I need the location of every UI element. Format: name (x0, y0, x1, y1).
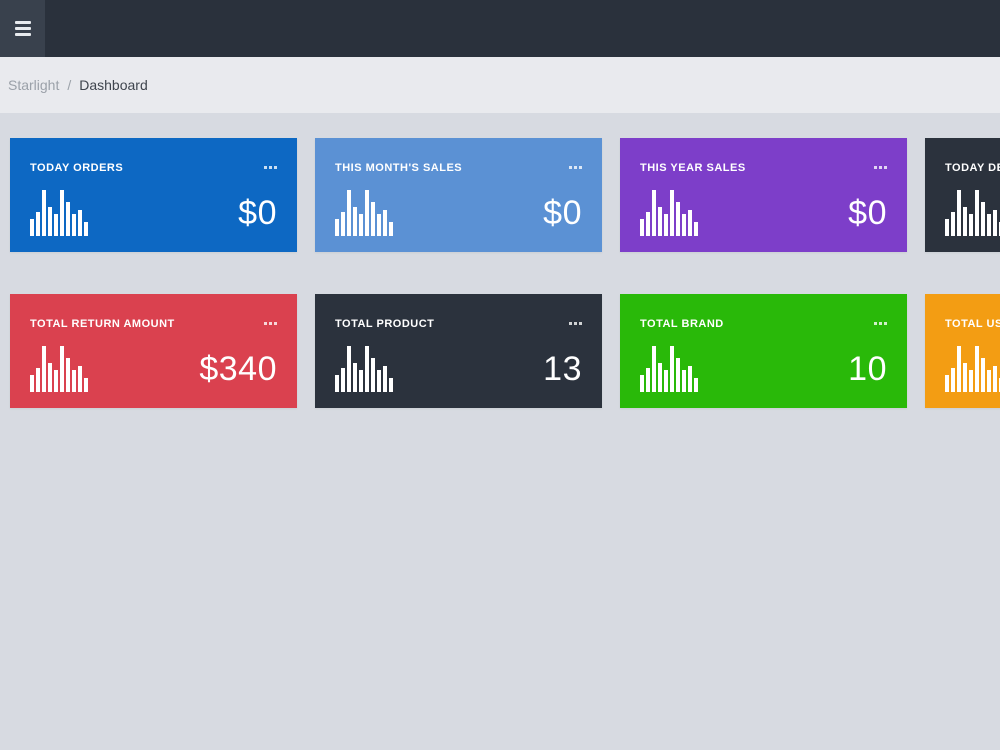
breadcrumb-current-dashboard: Dashboard (79, 77, 148, 93)
ellipsis-menu-button[interactable] (569, 158, 582, 173)
ellipsis-icon (569, 322, 572, 325)
stat-card: THIS YEAR SALES $0 (620, 138, 907, 252)
card-value: 13 (543, 350, 582, 388)
hamburger-menu-button[interactable] (0, 0, 45, 57)
bar-chart-icon (335, 346, 393, 392)
bar-chart-icon (945, 346, 1000, 392)
ellipsis-menu-button[interactable] (874, 158, 887, 173)
ellipsis-icon (874, 166, 877, 169)
ellipsis-menu-button[interactable] (264, 314, 277, 329)
bar-chart-icon (335, 190, 393, 236)
bar-chart-icon (945, 190, 1000, 236)
card-value: $0 (848, 194, 887, 232)
ellipsis-menu-button[interactable] (874, 314, 887, 329)
ellipsis-icon (264, 322, 267, 325)
breadcrumb: Starlight / Dashboard (0, 57, 1000, 113)
hamburger-icon (14, 21, 31, 24)
card-title: TOTAL BRAND (640, 318, 724, 330)
card-title: THIS MONTH'S SALES (335, 162, 463, 174)
stat-card: TODAY DEL (925, 138, 1000, 252)
card-value: 10 (848, 350, 887, 388)
card-value: $340 (199, 350, 277, 388)
ellipsis-menu-button[interactable] (569, 314, 582, 329)
card-title: TOTAL RETURN AMOUNT (30, 318, 175, 330)
bar-chart-icon (640, 190, 698, 236)
card-title: THIS YEAR SALES (640, 162, 746, 174)
stat-card: THIS MONTH'S SALES $0 (315, 138, 602, 252)
stat-card: TOTAL BRAND 10 (620, 294, 907, 408)
card-title: TOTAL PRODUCT (335, 318, 435, 330)
bar-chart-icon (30, 346, 88, 392)
card-value: $0 (543, 194, 582, 232)
card-title: TODAY ORDERS (30, 162, 124, 174)
ellipsis-menu-button[interactable] (264, 158, 277, 173)
stat-card: TOTAL RETURN AMOUNT $340 (10, 294, 297, 408)
card-value: $0 (238, 194, 277, 232)
breadcrumb-link-starlight[interactable]: Starlight (8, 77, 60, 93)
ellipsis-icon (569, 166, 572, 169)
breadcrumb-separator: / (67, 77, 72, 93)
ellipsis-icon (264, 166, 267, 169)
stat-card: TOTAL PRODUCT 13 (315, 294, 602, 408)
ellipsis-icon (874, 322, 877, 325)
cards-grid: TODAY ORDERS $0 THIS MONTH'S SALES $0 (10, 138, 1000, 408)
card-title: TOTAL USE (945, 318, 1000, 330)
bar-chart-icon (30, 190, 88, 236)
stat-card: TODAY ORDERS $0 (10, 138, 297, 252)
bar-chart-icon (640, 346, 698, 392)
top-navbar (0, 0, 1000, 57)
card-title: TODAY DEL (945, 162, 1000, 174)
stat-card: TOTAL USE (925, 294, 1000, 408)
